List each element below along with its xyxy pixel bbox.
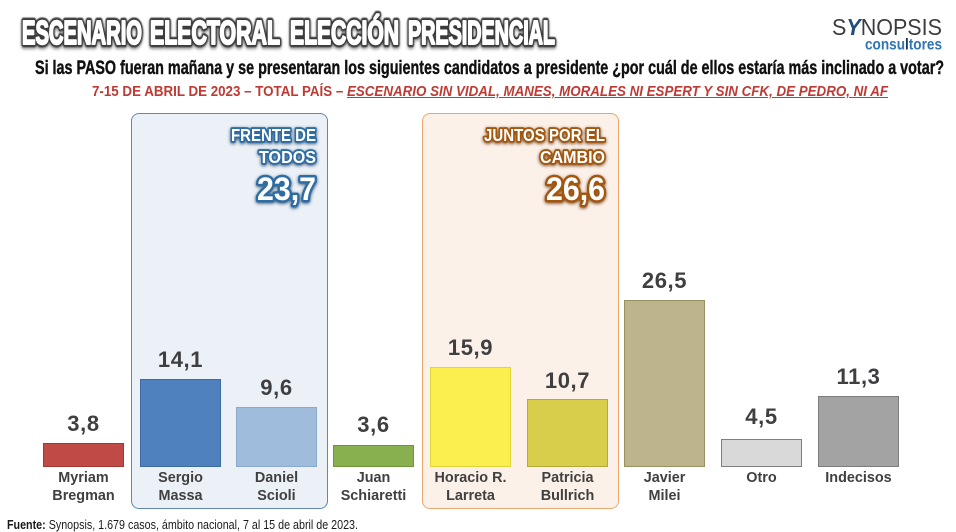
svg-text:FRENTE DE: FRENTE DE (231, 125, 316, 145)
svg-text:ELECCIÓN: ELECCIÓN (290, 14, 399, 52)
svg-text:TODOS: TODOS (259, 147, 316, 167)
svg-text:PRESIDENCIAL: PRESIDENCIAL (408, 16, 555, 52)
svg-text:23,7: 23,7 (257, 171, 316, 207)
svg-text:CAMBIO: CAMBIO (540, 147, 605, 167)
svg-text:ELECTORAL: ELECTORAL (150, 16, 280, 52)
svg-text:ESCENARIO: ESCENARIO (22, 16, 142, 52)
svg-text:26,6: 26,6 (546, 171, 605, 207)
svg-text:ELECCIÓN: ELECCIÓN (290, 14, 399, 52)
svg-text:consultores: consultores (865, 36, 942, 53)
svg-text:SYNOPSIS: SYNOPSIS (832, 14, 942, 40)
svg-text:PRESIDENCIAL: PRESIDENCIAL (408, 16, 555, 52)
svg-text:ELECTORAL: ELECTORAL (150, 16, 280, 52)
svg-text:JUNTOS POR EL: JUNTOS POR EL (484, 125, 605, 145)
svg-text:ESCENARIO: ESCENARIO (22, 16, 142, 52)
